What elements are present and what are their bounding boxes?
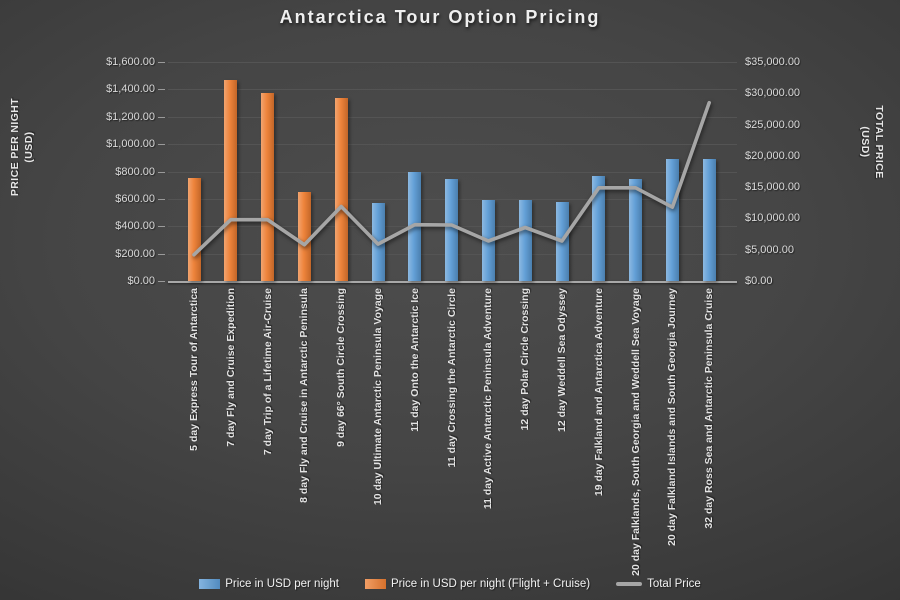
left-axis-tick-mark	[158, 171, 165, 173]
bar-price-per-night[interactable]	[518, 199, 532, 281]
left-axis-title: PRICE PER NIGHT (USD)	[8, 77, 36, 217]
right-axis-tick-label: $15,000.00	[745, 181, 801, 194]
category-label: 10 day Ultimate Antarctic Peninsula Voya…	[372, 288, 384, 506]
gridline	[168, 62, 737, 63]
category-label: 12 day Weddell Sea Odyssey	[556, 288, 568, 432]
left-axis-tick-label: $800.00	[115, 165, 155, 178]
legend-bar-swatch	[365, 579, 386, 589]
bar-price-per-night[interactable]	[629, 179, 643, 281]
left-axis-tick-mark	[158, 198, 165, 200]
category-label: 8 day Fly and Cruise in Antarctic Penins…	[298, 288, 311, 503]
left-axis-tick-label: $1,400.00	[106, 83, 155, 96]
right-axis-title-line1: TOTAL PRICE	[873, 105, 885, 179]
bar-price-per-night-flight-cruise[interactable]	[261, 92, 275, 281]
left-axis-tick-mark	[158, 281, 165, 282]
bar-price-per-night[interactable]	[665, 159, 679, 281]
category-label: 5 day Express Tour of Antarctica	[188, 288, 200, 451]
legend-bar-swatch	[199, 579, 221, 589]
category-label: 11 day Active Antarctic Peninsula Advent…	[482, 288, 495, 510]
total-price-line[interactable]	[192, 100, 712, 257]
category-label: 20 day Falklands, South Georgia and Wedd…	[629, 288, 642, 576]
bar-price-per-night-flight-cruise[interactable]	[187, 178, 201, 281]
right-axis-title: TOTAL PRICE (USD)	[858, 72, 886, 212]
left-axis-tick-label: $0.00	[127, 275, 155, 287]
legend-label: Total Price	[647, 578, 701, 590]
legend-item-price-per-night-flight-cruise[interactable]: Price in USD per night (Flight + Cruise)	[365, 578, 590, 590]
bar-price-per-night[interactable]	[702, 159, 716, 281]
left-axis-tick-mark	[158, 144, 165, 146]
left-axis-title-line1: PRICE PER NIGHT	[9, 97, 21, 197]
right-axis-title-line2: (USD)	[859, 126, 871, 158]
total-price-line-layer	[168, 62, 737, 281]
category-label: 20 day Falkland Islands and South Georgi…	[666, 288, 679, 546]
category-label: 7 day Trip of a Lifetime Air-Cruise	[261, 288, 274, 456]
x-axis-line	[168, 281, 737, 283]
legend-label: Price in USD per night	[225, 578, 339, 590]
right-axis-tick-label: $20,000.00	[745, 149, 801, 162]
right-axis-tick-label: $30,000.00	[745, 87, 801, 100]
right-axis-tick-label: $25,000.00	[745, 118, 801, 131]
left-axis-title-line2: (USD)	[23, 131, 35, 163]
gridline	[168, 89, 737, 91]
right-axis-tick-label: $0.00	[745, 275, 773, 287]
bar-price-per-night[interactable]	[445, 179, 459, 281]
right-axis-tick-label: $5,000.00	[745, 243, 794, 256]
bar-price-per-night-flight-cruise[interactable]	[334, 97, 348, 281]
left-axis-tick-label: $200.00	[115, 247, 155, 260]
legend: Price in USD per night Price in USD per n…	[0, 578, 900, 590]
legend-item-total-price[interactable]: Total Price	[616, 578, 701, 590]
bar-price-per-night-flight-cruise[interactable]	[297, 192, 311, 281]
category-label: 9 day 66° South Circle Crossing	[335, 288, 348, 447]
left-axis-tick-label: $1,000.00	[106, 138, 155, 151]
legend-line-swatch	[616, 582, 643, 586]
legend-item-price-per-night[interactable]: Price in USD per night	[199, 578, 339, 590]
category-label: 19 day Falkland and Antarctica Adventure	[592, 288, 605, 497]
bar-price-per-night-flight-cruise[interactable]	[224, 79, 238, 281]
gridline	[168, 116, 737, 118]
gridline	[168, 171, 737, 173]
right-axis-tick-label: $10,000.00	[745, 212, 801, 225]
category-label: 7 day Fly and Cruise Expedition	[224, 288, 237, 447]
left-axis-tick-mark	[158, 226, 165, 228]
category-label: 32 day Ross Sea and Antarctic Peninsula …	[703, 288, 716, 529]
legend-label: Price in USD per night (Flight + Cruise)	[391, 578, 591, 590]
category-label: 11 day Crossing the Antarctic Circle	[445, 288, 458, 468]
left-axis-tick-label: $1,200.00	[106, 110, 155, 123]
category-label: 12 day Polar Circle Crossing	[519, 288, 532, 431]
chart-title: Antarctica Tour Option Pricing	[279, 7, 601, 27]
bar-price-per-night[interactable]	[592, 175, 606, 281]
right-axis-tick-label: $35,000.00	[745, 56, 801, 68]
left-axis-tick-mark	[158, 89, 165, 91]
left-axis-tick-mark	[158, 116, 165, 118]
left-axis-tick-mark	[158, 62, 165, 63]
left-axis-tick-label: $400.00	[115, 220, 155, 233]
left-axis-tick-label: $1,600.00	[106, 56, 155, 68]
category-label: 11 day Onto the Antarctic Ice	[408, 288, 421, 432]
left-axis-tick-label: $600.00	[115, 192, 155, 205]
gridline	[168, 144, 737, 146]
left-axis-tick-mark	[158, 253, 165, 255]
